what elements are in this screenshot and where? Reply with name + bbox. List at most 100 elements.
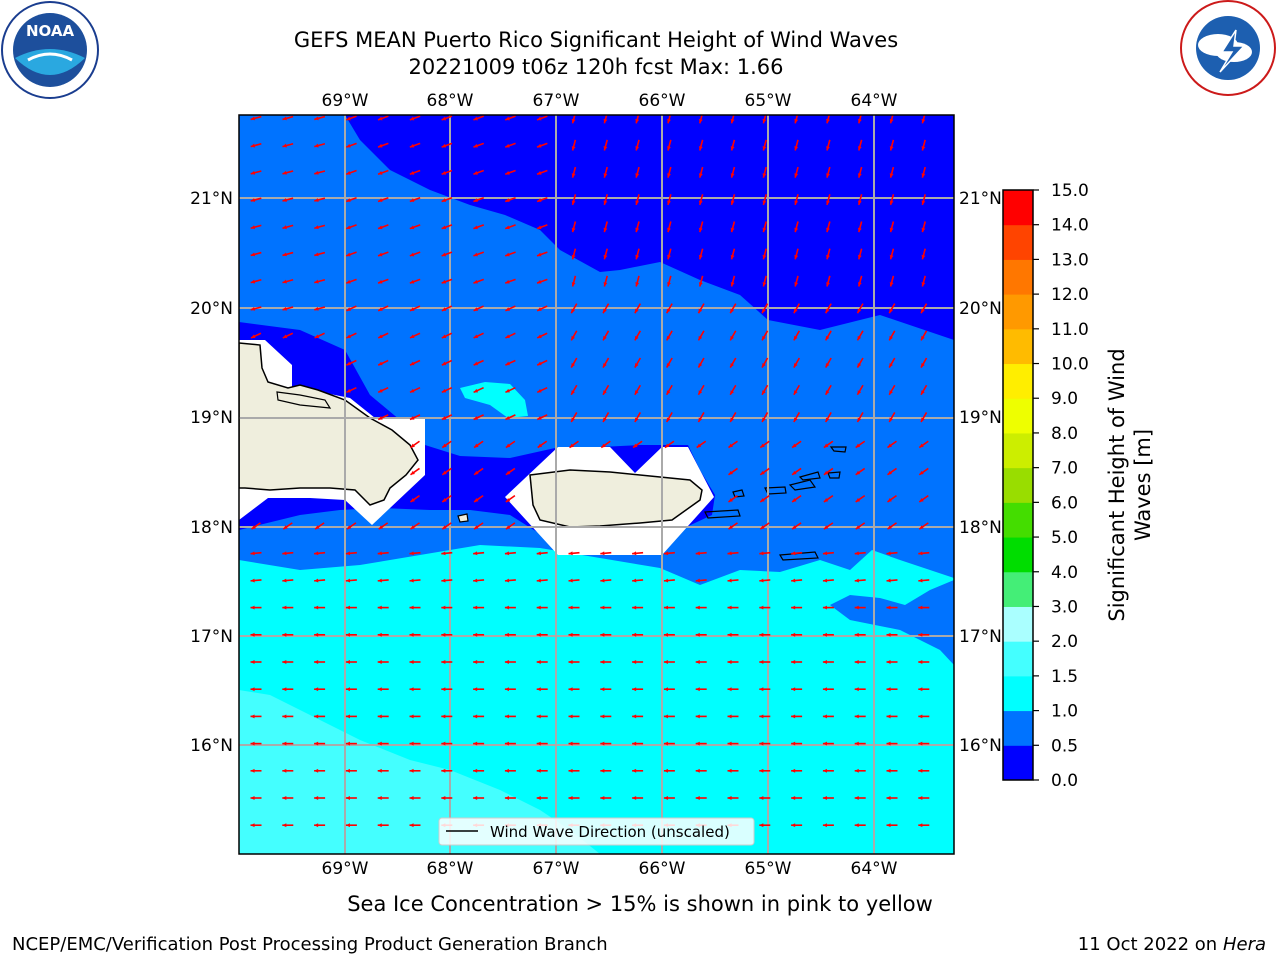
- wave-direction-arrow: [250, 332, 262, 339]
- wave-direction-arrow: [727, 714, 739, 719]
- wave-direction-arrow: [571, 221, 577, 233]
- wave-direction-arrow: [921, 166, 926, 178]
- wave-direction-arrow: [889, 115, 894, 124]
- colorbar-tick-label: 7.0: [1051, 459, 1078, 479]
- wave-direction-arrow: [698, 115, 703, 124]
- wave-direction-arrow: [377, 414, 389, 421]
- wave-direction-arrow: [857, 221, 863, 233]
- wave-direction-arrow: [695, 578, 707, 583]
- wave-direction-arrow: [570, 357, 578, 368]
- wave-direction-arrow: [665, 357, 673, 368]
- wave-direction-arrow: [886, 823, 898, 828]
- wave-direction-arrow: [791, 632, 803, 637]
- wave-direction-arrow: [695, 714, 707, 719]
- wave-direction-arrow: [410, 467, 420, 476]
- wave-direction-arrow: [473, 632, 485, 637]
- wave-direction-arrow: [409, 578, 421, 583]
- wave-direction-arrow: [282, 332, 294, 339]
- wave-direction-arrow: [727, 796, 739, 800]
- wind-wave-arrows: [250, 115, 930, 828]
- colorbar-tick-label: 14.0: [1051, 216, 1089, 236]
- wave-direction-arrow: [505, 467, 516, 476]
- wave-direction-arrow: [888, 412, 896, 423]
- wave-direction-arrow: [282, 251, 294, 257]
- wave-direction-arrow: [441, 632, 453, 637]
- lat-labels-left: 21°N 20°N 19°N 18°N 17°N 16°N: [190, 189, 233, 756]
- wave-direction-arrow: [759, 796, 771, 800]
- wave-direction-arrow: [794, 248, 799, 260]
- wave-direction-arrow: [697, 330, 705, 341]
- wave-direction-arrow: [378, 522, 389, 530]
- chart-subtitle: 20221009 t06z 120h fcst Max: 1.66: [409, 55, 784, 79]
- wave-direction-arrow: [250, 605, 262, 610]
- wave-direction-arrow: [634, 330, 642, 341]
- wave-direction-arrow: [505, 305, 516, 312]
- wave-direction-arrow: [602, 412, 610, 423]
- wave-direction-arrow: [473, 714, 485, 719]
- wave-direction-arrow: [729, 303, 737, 314]
- wave-direction-arrow: [888, 384, 896, 396]
- wave-direction-arrow: [761, 384, 769, 396]
- wave-direction-arrow: [345, 660, 357, 664]
- wave-direction-arrow: [409, 196, 421, 203]
- colorbar-swatch: [1003, 467, 1033, 503]
- wave-direction-arrow: [314, 332, 325, 339]
- wave-direction-arrow: [759, 440, 770, 449]
- lat-label: 16°N: [190, 736, 233, 756]
- wave-direction-arrow: [250, 551, 262, 556]
- wave-direction-arrow: [822, 687, 834, 692]
- wave-direction-arrow: [536, 414, 548, 421]
- wave-direction-arrow: [441, 494, 452, 503]
- lon-labels-bottom: 69°W 68°W 67°W 66°W 65°W 64°W: [322, 859, 898, 879]
- wave-direction-arrow: [441, 196, 453, 203]
- wave-direction-arrow: [441, 687, 453, 692]
- colorbar-swatch: [1003, 745, 1033, 781]
- wave-direction-arrow: [345, 115, 357, 121]
- wave-direction-arrow: [504, 169, 516, 176]
- wave-direction-arrow: [504, 632, 516, 637]
- wave-direction-arrow: [282, 115, 294, 121]
- wave-direction-arrow: [409, 251, 421, 257]
- wave-direction-arrow: [759, 632, 771, 637]
- wave-direction-arrow: [824, 412, 832, 423]
- wave-direction-arrow: [314, 224, 326, 230]
- wave-direction-arrow: [504, 578, 516, 583]
- wave-direction-arrow: [727, 578, 739, 583]
- wave-direction-arrow: [504, 605, 516, 610]
- colorbar-tick-label: 10.0: [1051, 355, 1089, 375]
- wave-direction-arrow: [822, 605, 834, 610]
- wave-direction-arrow: [536, 332, 548, 339]
- wave-direction-arrow: [791, 440, 802, 449]
- wave-direction-arrow: [282, 823, 294, 828]
- colorbar-swatch: [1003, 571, 1033, 607]
- wave-direction-arrow: [441, 660, 453, 664]
- wave-direction-arrow: [663, 741, 675, 746]
- colorbar-swatch: [1003, 398, 1033, 434]
- wave-direction-arrow: [759, 605, 771, 610]
- wave-direction-arrow: [377, 305, 389, 312]
- lon-label: 69°W: [322, 91, 369, 111]
- wave-direction-arrow: [635, 275, 640, 287]
- wave-direction-arrow: [921, 115, 926, 124]
- wave-direction-arrow: [632, 796, 644, 800]
- lat-label: 19°N: [190, 408, 233, 428]
- wave-direction-arrow: [377, 823, 389, 828]
- wave-direction-arrow: [794, 115, 799, 124]
- wave-direction-arrow: [918, 578, 930, 583]
- colorbar-swatch: [1003, 502, 1033, 538]
- lon-label: 66°W: [639, 91, 686, 111]
- wave-direction-arrow: [759, 522, 770, 530]
- wave-direction-arrow: [441, 578, 453, 583]
- wave-direction-arrow: [854, 605, 866, 610]
- wave-direction-arrow: [759, 714, 771, 719]
- wave-direction-arrow: [855, 494, 866, 503]
- wave-direction-arrow: [345, 196, 357, 203]
- wave-direction-arrow: [921, 139, 926, 151]
- wave-direction-arrow: [441, 796, 453, 800]
- wave-direction-arrow: [886, 714, 898, 719]
- wave-direction-arrow: [571, 115, 576, 124]
- wave-direction-arrow: [441, 278, 453, 284]
- wave-direction-arrow: [730, 248, 736, 260]
- wave-direction-arrow: [314, 605, 326, 610]
- wave-direction-arrow: [377, 359, 389, 366]
